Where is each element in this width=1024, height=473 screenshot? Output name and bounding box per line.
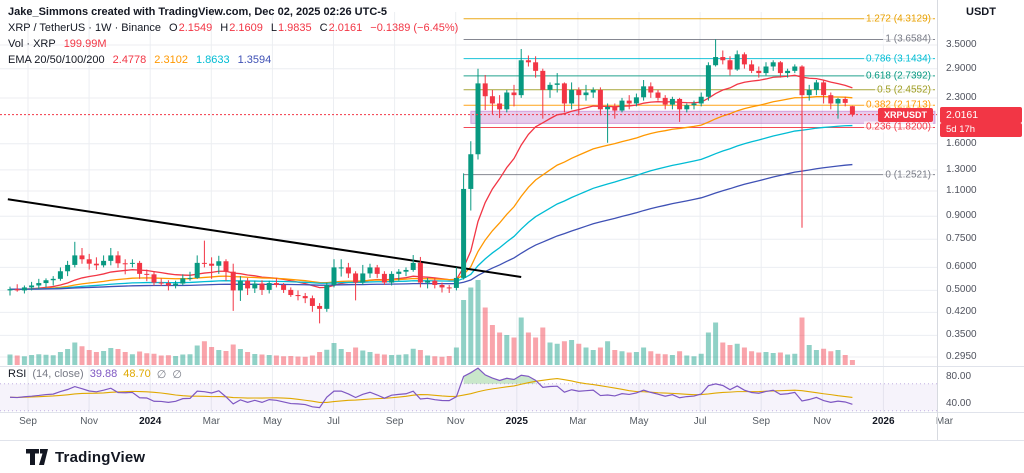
price-tick: 0.4200 [946, 306, 977, 318]
volume-label: Vol · XRP [8, 38, 56, 50]
ema-layer [9, 74, 853, 290]
volume-layer [7, 280, 855, 365]
ohlc-open: O 2.1549 [169, 22, 213, 34]
fib-level-label: 0.618 (2.7392) [863, 70, 933, 82]
rsi-layer [0, 367, 937, 412]
fib-level-label: 1 (3.6584) [883, 33, 933, 45]
pane-separators [0, 366, 1024, 413]
tradingview-wordmark: TradingView [55, 448, 146, 466]
fib-level-label: 0.236 (1.8200) [863, 121, 933, 133]
svg-text:2026: 2026 [872, 416, 895, 427]
fib-level-label: 1.272 (4.3129) [863, 13, 933, 25]
price-tick: 1.3000 [946, 163, 977, 175]
rsi-empty-1: ∅ [156, 369, 167, 381]
ema20-value: 2.4778 [112, 54, 147, 66]
ema-row[interactable]: EMA 20/50/100/200 2.4778 2.3102 1.8633 1… [8, 52, 458, 68]
price-tick: 0.7500 [946, 233, 977, 245]
svg-text:Nov: Nov [813, 416, 831, 427]
ohlc-high: H 2.1609 [220, 22, 263, 34]
svg-text:Jul: Jul [327, 416, 340, 427]
fib-level-label: 0.382 (2.1713) [863, 99, 933, 111]
svg-text:Sep: Sep [752, 416, 770, 427]
ohlc-close: C 2.0161 [319, 22, 363, 34]
price-badge: 2.0161 [940, 106, 1022, 123]
axis-currency-label: USDT [966, 6, 996, 18]
svg-text:Jul: Jul [694, 416, 707, 427]
price-tick: 0.3500 [946, 329, 977, 341]
ema50-value: 2.3102 [154, 54, 188, 66]
rsi-legend[interactable]: RSI (14, close) 39.88 48.70 ∅ ∅ [8, 368, 182, 381]
price-tick: 2.9000 [946, 62, 977, 74]
rsi-tick: 40.00 [946, 398, 972, 409]
tradingview-logo-icon [26, 449, 48, 465]
svg-text:Sep: Sep [386, 416, 404, 427]
price-axis[interactable]: USDT 2.0161 5d 17h 3.5000 2.9000 2.3000 1.6… [937, 0, 1024, 440]
svg-text:Mar: Mar [203, 416, 221, 427]
symbol-title[interactable]: XRP / TetherUS · 1W · Binance [8, 22, 162, 34]
volume-value: 199.99M [63, 38, 107, 50]
chart-svg[interactable]: Sep Nov 2024 Mar May Jul Sep Nov 2025 Mar May Jul Se… [0, 0, 1024, 440]
svg-text:2025: 2025 [506, 416, 529, 427]
grid-layer [0, 12, 937, 412]
svg-text:Mar: Mar [936, 416, 954, 427]
support-zone [470, 110, 936, 124]
rsi-tick: 80.00 [946, 371, 972, 382]
symbol-tag: XRPUSDT [877, 107, 933, 122]
rsi-label: RSI [8, 368, 27, 380]
rsi-params: (14, close) [32, 368, 84, 380]
time-axis[interactable]: Sep Nov 2024 Mar May Jul Sep Nov 2025 Mar May Jul Se… [19, 416, 954, 427]
trendline [7, 198, 522, 279]
volume-row[interactable]: Vol · XRP 199.99M [8, 36, 458, 52]
fib-lines [463, 18, 935, 176]
tradingview-logo[interactable]: TradingView [26, 449, 145, 466]
chart-legend: Jake_Simmons created with TradingView.co… [8, 4, 458, 68]
rsi-value: 39.88 [89, 368, 118, 380]
price-tick: 0.9000 [946, 210, 977, 222]
price-tick: 1.1000 [946, 184, 977, 196]
rsi-empty-2: ∅ [172, 369, 182, 381]
candles-layer [7, 39, 855, 324]
svg-text:Mar: Mar [569, 416, 587, 427]
countdown-badge: 5d 17h [940, 122, 1022, 137]
ema200-value: 1.3594 [237, 54, 272, 66]
ohlc-low: L 1.9835 [270, 22, 312, 34]
ema100-value: 1.8633 [195, 54, 230, 66]
price-tick: 0.2950 [946, 350, 977, 362]
price-tick: 0.5000 [946, 284, 977, 296]
svg-text:May: May [263, 416, 282, 427]
footer-bar: TradingView [0, 440, 1024, 473]
price-tick: 0.6000 [946, 261, 977, 273]
fib-level-label: 0.5 (2.4552) [875, 84, 933, 96]
svg-text:May: May [630, 416, 649, 427]
ema-label: EMA 20/50/100/200 [8, 54, 105, 66]
price-tick: 2.3000 [946, 91, 977, 103]
fib-level-label: 0 (1.2521) [883, 169, 933, 181]
rsi-ma-value: 48.70 [123, 368, 151, 380]
attribution-text: Jake_Simmons created with TradingView.co… [8, 6, 388, 18]
svg-text:Sep: Sep [19, 416, 37, 427]
price-tick: 1.6000 [946, 137, 977, 149]
svg-text:Nov: Nov [80, 416, 98, 427]
svg-text:Nov: Nov [447, 416, 465, 427]
fib-level-label: 0.786 (3.1434) [863, 53, 933, 65]
svg-text:2024: 2024 [139, 416, 162, 427]
change-value: −0.1389 (−6.45%) [370, 22, 459, 34]
price-tick: 3.5000 [946, 39, 977, 51]
